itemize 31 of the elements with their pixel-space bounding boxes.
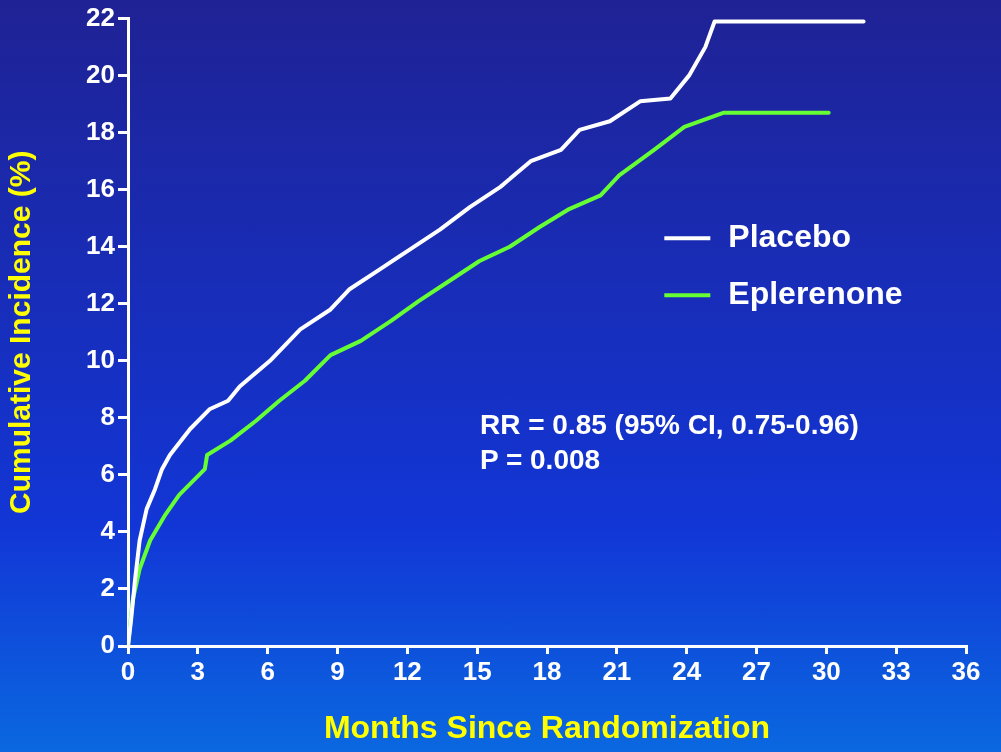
x-tick-label: 21 (602, 655, 632, 686)
y-tick-label: 20 (86, 58, 115, 89)
y-tick-label: 14 (86, 229, 116, 260)
x-tick-label: 24 (672, 655, 702, 686)
x-tick-label: 12 (392, 655, 422, 686)
x-axis-title: Months Since Randomization (323, 708, 771, 745)
y-tick-label: 4 (100, 515, 116, 546)
y-tick-label: 6 (100, 458, 115, 489)
annotation: P = 0.008 (479, 444, 601, 476)
y-tick-label: 18 (86, 115, 115, 146)
x-tick-label: 9 (330, 655, 345, 686)
legend-label: Placebo (728, 218, 852, 255)
y-tick-label: 2 (100, 572, 115, 603)
x-tick-label: 15 (462, 655, 492, 686)
x-tick-label: 0 (120, 655, 136, 686)
x-tick-label: 3 (190, 655, 206, 686)
annotation: RR = 0.85 (95% CI, 0.75-0.96) (479, 409, 859, 441)
x-tick-label: 6 (260, 655, 275, 686)
x-tick-label: 27 (742, 655, 771, 686)
y-axis-title: Cumulative Incidence (%) (3, 150, 37, 515)
y-tick-label: 12 (86, 286, 115, 317)
legend-label: Eplerenone (728, 275, 903, 312)
y-tick-label: 10 (86, 343, 115, 374)
y-tick-label: 16 (86, 172, 115, 203)
y-tick-label: 22 (86, 1, 115, 32)
y-tick-label: 0 (100, 629, 115, 660)
y-tick-label: 8 (100, 401, 115, 432)
x-tick-label: 33 (881, 655, 911, 686)
x-tick-label: 30 (811, 655, 841, 686)
x-tick-label: 18 (532, 655, 562, 686)
x-tick-label: 36 (951, 655, 981, 686)
